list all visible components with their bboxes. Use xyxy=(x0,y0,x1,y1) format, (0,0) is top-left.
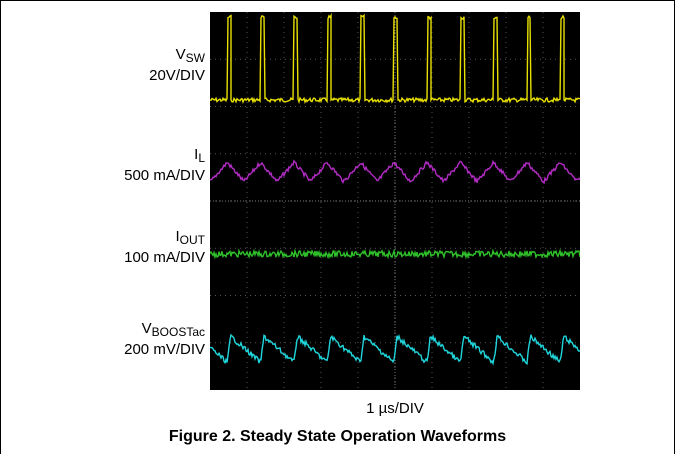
label-vsw: VSW 20V/DIV xyxy=(149,46,205,84)
trace-v-sw xyxy=(210,12,580,105)
figure-caption: Figure 2. Steady State Operation Wavefor… xyxy=(168,428,507,445)
trace-v-boostac xyxy=(210,333,580,366)
oscilloscope-display xyxy=(210,12,580,390)
label-il: IL 500 mA/DIV xyxy=(124,146,205,184)
trace-i-l xyxy=(210,159,580,185)
label-vboost: VBOOSTac 200 mV/DIV xyxy=(124,320,205,358)
label-iout: IOUT 100 mA/DIV xyxy=(124,228,205,266)
x-axis-label: 1 µs/DIV xyxy=(366,400,424,417)
trace-i-out xyxy=(210,248,580,260)
